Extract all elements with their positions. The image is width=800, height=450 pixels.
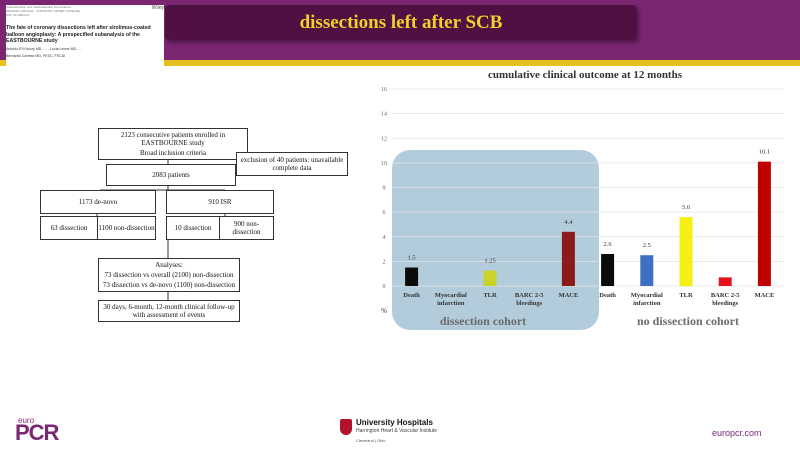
x-tick-label-6: Death xyxy=(599,292,616,299)
y-tick-label: 14 xyxy=(381,112,387,118)
x-tick-label-10: MACE xyxy=(754,292,774,299)
y-tick-label: 12 xyxy=(381,136,387,142)
university-hospitals-logo-icon xyxy=(340,419,352,435)
x-tick-label-5: MACE xyxy=(558,292,578,299)
x-tick-label-8: TLR xyxy=(679,292,693,299)
flow-exclusion-text: exclusion of 40 patients: unavailable co… xyxy=(240,156,344,172)
flow-isr-dissection-text: 10 dissection xyxy=(174,224,212,232)
slide-title-box: dissections left after SCB xyxy=(165,5,637,40)
data-label-3: 1.25 xyxy=(484,258,495,265)
header-accent-stripe xyxy=(0,60,800,66)
y-tick-label: 2 xyxy=(383,259,386,265)
flow-analysis-1: 73 dissection vs overall (2100) non-diss… xyxy=(104,271,234,279)
flow-analysis-2: 73 dissection vs de-novo (1100) non-diss… xyxy=(102,281,236,289)
flow-isr-non-dissection-box: 900 non-dissection xyxy=(219,216,274,240)
flow-dn-non-dissection-box: 1100 non-dissection xyxy=(97,216,156,240)
dissection-cohort-highlight xyxy=(392,150,599,330)
bar-6 xyxy=(601,253,615,286)
chart-data-labels: 1.5 1.25 4.4 2.6 2.5 5.6 10.1 xyxy=(408,149,771,265)
y-tick-label: 0 xyxy=(383,284,386,290)
flow-analyses-title: Analyses: xyxy=(155,261,183,269)
x-tick-label-1: Death xyxy=(403,292,420,299)
flow-isr-non-dissection-text: 900 non-dissection xyxy=(232,220,261,236)
bar-9 xyxy=(718,277,732,286)
x-tick-label-2: Myocardial infarction xyxy=(435,292,467,307)
bar-10 xyxy=(757,161,771,286)
flow-dn-non-dissection-text: 1100 non-dissection xyxy=(98,224,155,232)
flow-isr-text: 910 ISR xyxy=(208,198,232,206)
bar-5 xyxy=(561,231,575,286)
bar-3 xyxy=(483,270,497,286)
y-tick-label: 16 xyxy=(381,87,387,93)
hospital-institute: Harrington Heart & Vascular Institute xyxy=(356,428,438,434)
paper-thumbnail: Catheterization and Cardiovascular Inter… xyxy=(6,5,164,67)
chart-x-labels: Death Myocardial infarction TLR BARC 2-5 blee… xyxy=(403,292,774,307)
data-label-6: 2.6 xyxy=(604,241,613,248)
data-label-8: 5.6 xyxy=(682,204,691,211)
bar-7 xyxy=(640,255,654,286)
chart-gridlines xyxy=(392,88,784,287)
flow-patients-text: 2083 patients xyxy=(152,171,190,179)
flow-followup-box: 30 days, 6-month, 12-month clinical foll… xyxy=(98,300,240,322)
data-label-1: 1.5 xyxy=(408,255,416,262)
y-tick-label: 10 xyxy=(381,161,387,167)
chart-y-ticks: 0 2 4 6 8 10 12 14 16 xyxy=(381,87,387,290)
group-label-dissection: dissection cohort xyxy=(440,314,526,328)
bar-1 xyxy=(405,267,419,286)
publisher-logo: Wiley xyxy=(151,5,164,11)
flow-de-novo-text: 1173 de-novo xyxy=(78,198,118,206)
y-tick-label: 6 xyxy=(383,210,386,216)
flow-isr-dissection-box: 10 dissection xyxy=(166,216,220,240)
bar-8 xyxy=(679,217,693,286)
flow-de-novo-box: 1173 de-novo xyxy=(40,190,156,214)
flow-exclusion-box: exclusion of 40 patients: unavailable co… xyxy=(236,152,348,176)
paper-title: The fate of coronary dissections left af… xyxy=(6,25,151,44)
data-label-10: 10.1 xyxy=(759,149,770,156)
paper-meta-journal: Catheterization and Cardiovascular Inter… xyxy=(6,5,71,9)
outcome-chart: cumulative clinical outcome at 12 months… xyxy=(370,64,800,339)
paper-authors-2: Bernardo Cortese MD, FESC, FSCAI xyxy=(6,53,66,58)
europcr-logo-pcr: PCR xyxy=(15,420,59,445)
y-tick-label: 8 xyxy=(383,186,386,192)
y-tick-label: 4 xyxy=(383,235,386,241)
paper-meta-section: ORIGINAL ARTICLE · CORONARY ARTERY DISEA… xyxy=(6,9,80,13)
y-axis-unit-label: % xyxy=(381,307,387,315)
hospital-name: University Hospitals xyxy=(356,418,433,427)
flow-enrolled-box: 2123 consecutive patients enrolled in EA… xyxy=(98,128,248,160)
flow-patients-box: 2083 patients xyxy=(106,164,236,186)
group-label-no-dissection: no dissection cohort xyxy=(637,314,739,328)
paper-authors-1: Antonio El Khoury MD, … , Lucia Leone MD… xyxy=(6,46,82,51)
x-tick-label-9: BARC 2-5 bleedings xyxy=(711,292,740,307)
paper-meta-doi: DOI: 10.1002/ccd xyxy=(6,13,30,17)
flow-inclusion-text: Broad inclusion criteria xyxy=(139,149,207,157)
flow-enrolled-text: 2123 consecutive patients enrolled in EA… xyxy=(120,131,226,147)
outcome-chart-svg: cumulative clinical outcome at 12 months… xyxy=(381,69,784,330)
x-tick-label-4: BARC 2-5 bleedings xyxy=(515,292,544,307)
slide-title: dissections left after SCB xyxy=(299,11,503,33)
flow-dn-dissection-text: 63 dissection xyxy=(50,224,88,232)
data-label-5: 4.4 xyxy=(564,219,573,226)
flow-followup-text: 30 days, 6-month, 12-month clinical foll… xyxy=(103,303,235,319)
x-tick-label-7: Myocardial infarction xyxy=(631,292,663,307)
data-label-7: 2.5 xyxy=(643,242,651,249)
chart-title: cumulative clinical outcome at 12 months xyxy=(488,69,683,81)
flow-isr-box: 910 ISR xyxy=(166,190,274,214)
flow-dn-dissection-box: 63 dissection xyxy=(40,216,98,240)
europcr-logo-euro: euro xyxy=(18,416,35,425)
x-tick-label-3: TLR xyxy=(483,292,497,299)
flow-analyses-box: Analyses: 73 dissection vs overall (2100… xyxy=(98,258,240,292)
europcr-url: europcr.com xyxy=(712,428,762,438)
chart-bars xyxy=(405,161,771,286)
hospital-city: Cleveland | Ohio xyxy=(356,438,386,443)
